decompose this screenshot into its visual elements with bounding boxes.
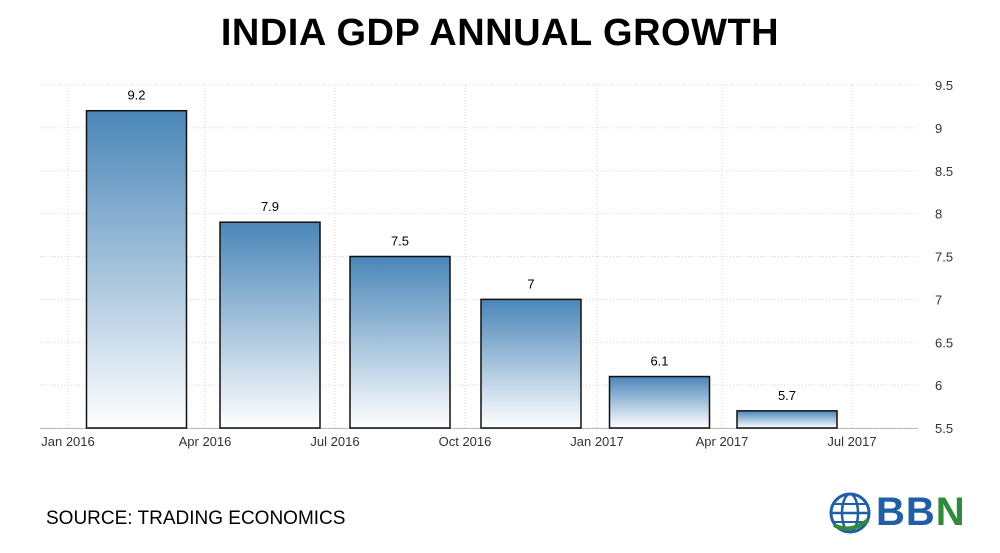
x-tick-label: Jul 2016 bbox=[310, 434, 359, 449]
chart-y-axis: 5.5 6 6.5 7 7.5 8 8.5 9 9.5 bbox=[935, 78, 953, 436]
bar-data-label: 9.2 bbox=[127, 88, 145, 103]
bar bbox=[608, 375, 711, 429]
bar bbox=[219, 221, 321, 429]
bar bbox=[480, 298, 582, 429]
y-tick-label: 6.5 bbox=[935, 335, 953, 350]
chart-title: INDIA GDP ANNUAL GROWTH bbox=[220, 12, 780, 54]
brand-name: BBN bbox=[876, 490, 966, 535]
y-tick-label: 8.5 bbox=[935, 164, 953, 179]
x-tick-label: Oct 2016 bbox=[439, 434, 492, 449]
bar bbox=[349, 255, 451, 429]
brand-name-part-1: BB bbox=[876, 490, 936, 534]
x-tick-label: Apr 2017 bbox=[696, 434, 749, 449]
chart-data-labels: 9.2 7.9 7.5 7 6.1 5.7 bbox=[127, 88, 796, 403]
bar-data-label: 6.1 bbox=[650, 354, 668, 369]
x-tick-label: Apr 2016 bbox=[179, 434, 232, 449]
brand-logo: BBN bbox=[826, 488, 976, 538]
bar-data-label: 7 bbox=[527, 276, 534, 291]
y-tick-label: 6 bbox=[935, 378, 942, 393]
y-tick-label: 9.5 bbox=[935, 78, 953, 93]
bar bbox=[85, 109, 188, 429]
chart-bars bbox=[85, 109, 838, 429]
brand-name-part-2: N bbox=[935, 490, 966, 534]
x-tick-label: Jul 2017 bbox=[827, 434, 876, 449]
bar-data-label: 7.5 bbox=[391, 234, 409, 249]
y-tick-label: 7 bbox=[935, 292, 942, 307]
globe-icon bbox=[829, 492, 871, 534]
source-label: SOURCE: TRADING ECONOMICS bbox=[46, 508, 346, 529]
y-tick-label: 8 bbox=[935, 207, 942, 222]
bar-data-label: 7.9 bbox=[261, 199, 279, 214]
y-tick-label: 9 bbox=[935, 121, 942, 136]
x-tick-label: Jan 2016 bbox=[41, 434, 95, 449]
bar-data-label: 5.7 bbox=[778, 388, 796, 403]
y-tick-label: 7.5 bbox=[935, 250, 953, 265]
chart-x-axis: Jan 2016 Apr 2016 Jul 2016 Oct 2016 Jan 2017… bbox=[41, 434, 876, 449]
x-tick-label: Jan 2017 bbox=[570, 434, 624, 449]
y-tick-label: 5.5 bbox=[935, 421, 953, 436]
bar bbox=[736, 410, 838, 429]
